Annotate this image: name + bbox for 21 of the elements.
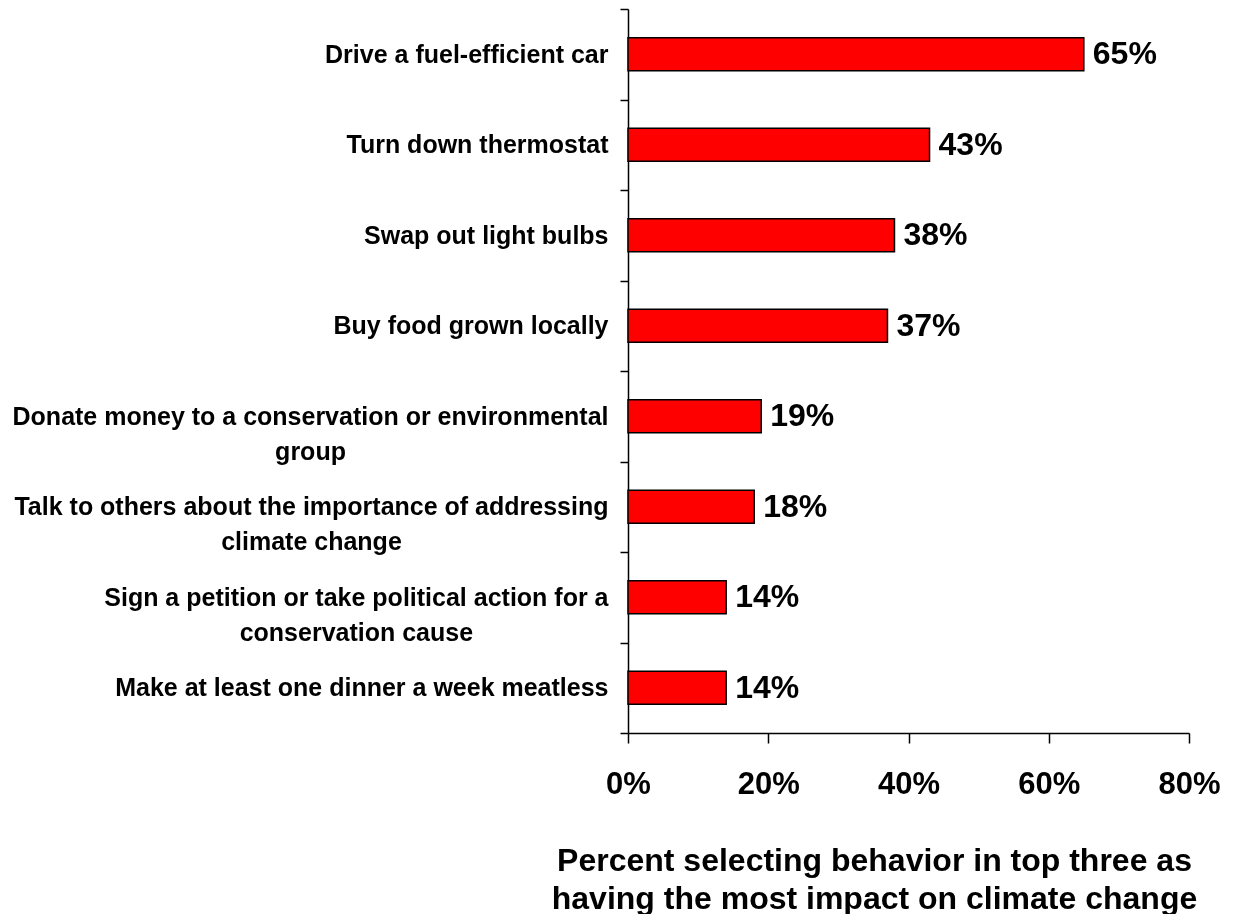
y-tick-label: Drive a fuel-efficient car — [325, 39, 609, 68]
data-label: 37% — [896, 306, 961, 343]
x-tick-label: 80% — [1158, 765, 1221, 801]
data-label: 65% — [1092, 35, 1157, 72]
y-tick-label: Donate money to a conservation or environmental group — [12, 401, 609, 465]
y-tick-label: Swap out light bulbs — [364, 220, 609, 249]
y-tick-label: Sign a petition or take political action for a conservation cause — [104, 582, 610, 646]
y-tick-label: Buy food grown locally — [333, 311, 609, 340]
y-tick-label: Talk to others about the importance of addressing climate change — [14, 492, 609, 556]
y-tick-label: Turn down thermostat — [346, 130, 610, 159]
data-label: 38% — [903, 216, 968, 253]
data-label: 14% — [735, 578, 800, 615]
data-label: 43% — [938, 125, 1003, 162]
data-label: 18% — [763, 487, 828, 524]
x-tick-label: 60% — [1018, 765, 1081, 801]
data-label: 14% — [735, 668, 800, 705]
y-tick-label: Make at least one dinner a week meatless — [115, 673, 609, 702]
data-label: 19% — [770, 397, 835, 434]
x-tick-label: 20% — [737, 765, 800, 801]
x-tick-label: 40% — [877, 765, 941, 801]
x-tick-label: 0% — [606, 765, 651, 801]
